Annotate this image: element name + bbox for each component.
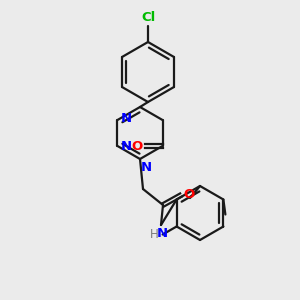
Text: N: N — [141, 161, 152, 174]
Text: O: O — [183, 188, 194, 200]
Text: H: H — [150, 228, 158, 241]
Text: N: N — [121, 112, 132, 125]
Text: N: N — [121, 140, 132, 152]
Text: N: N — [156, 227, 168, 240]
Text: O: O — [131, 140, 142, 152]
Text: Cl: Cl — [141, 11, 155, 24]
